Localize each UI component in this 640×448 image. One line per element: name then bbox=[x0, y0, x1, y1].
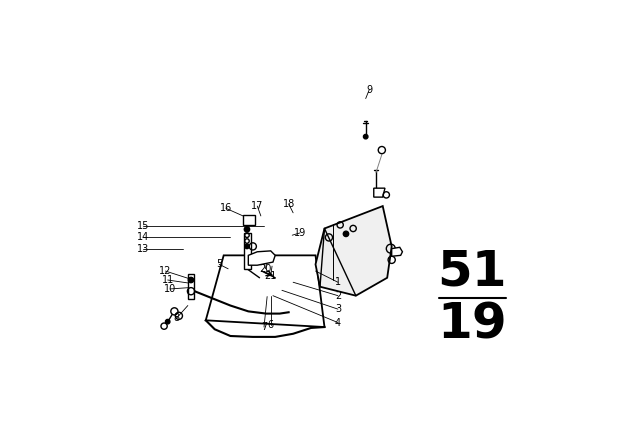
Text: 51: 51 bbox=[438, 247, 507, 295]
Text: 18: 18 bbox=[282, 199, 295, 209]
Text: 9: 9 bbox=[366, 85, 372, 95]
Text: 10: 10 bbox=[164, 284, 176, 294]
Text: 17: 17 bbox=[251, 201, 264, 211]
Text: 14: 14 bbox=[137, 233, 149, 242]
Polygon shape bbox=[244, 233, 251, 269]
Text: 19: 19 bbox=[294, 228, 306, 238]
Text: 16: 16 bbox=[220, 203, 232, 213]
Text: 20: 20 bbox=[259, 264, 271, 274]
Text: 12: 12 bbox=[159, 266, 172, 276]
Text: 21: 21 bbox=[264, 271, 277, 280]
Text: 2: 2 bbox=[335, 291, 341, 301]
Polygon shape bbox=[248, 251, 275, 265]
Polygon shape bbox=[316, 206, 392, 296]
Text: 19: 19 bbox=[438, 301, 507, 349]
Text: 8: 8 bbox=[173, 313, 180, 323]
Circle shape bbox=[188, 277, 194, 283]
Circle shape bbox=[244, 227, 250, 232]
Polygon shape bbox=[188, 274, 194, 299]
Text: 15: 15 bbox=[137, 221, 149, 231]
Text: 7: 7 bbox=[261, 322, 267, 332]
Text: 3: 3 bbox=[335, 304, 341, 314]
Polygon shape bbox=[374, 188, 385, 197]
Text: 4: 4 bbox=[335, 318, 341, 327]
Text: 6: 6 bbox=[268, 320, 274, 330]
Text: 5: 5 bbox=[216, 259, 222, 269]
Circle shape bbox=[364, 134, 368, 139]
Text: 11: 11 bbox=[161, 275, 174, 285]
Circle shape bbox=[244, 244, 249, 249]
Circle shape bbox=[165, 319, 170, 324]
Polygon shape bbox=[243, 215, 255, 225]
Polygon shape bbox=[392, 247, 403, 256]
Circle shape bbox=[343, 231, 349, 237]
Text: 1: 1 bbox=[335, 277, 341, 287]
Text: 13: 13 bbox=[137, 244, 149, 254]
